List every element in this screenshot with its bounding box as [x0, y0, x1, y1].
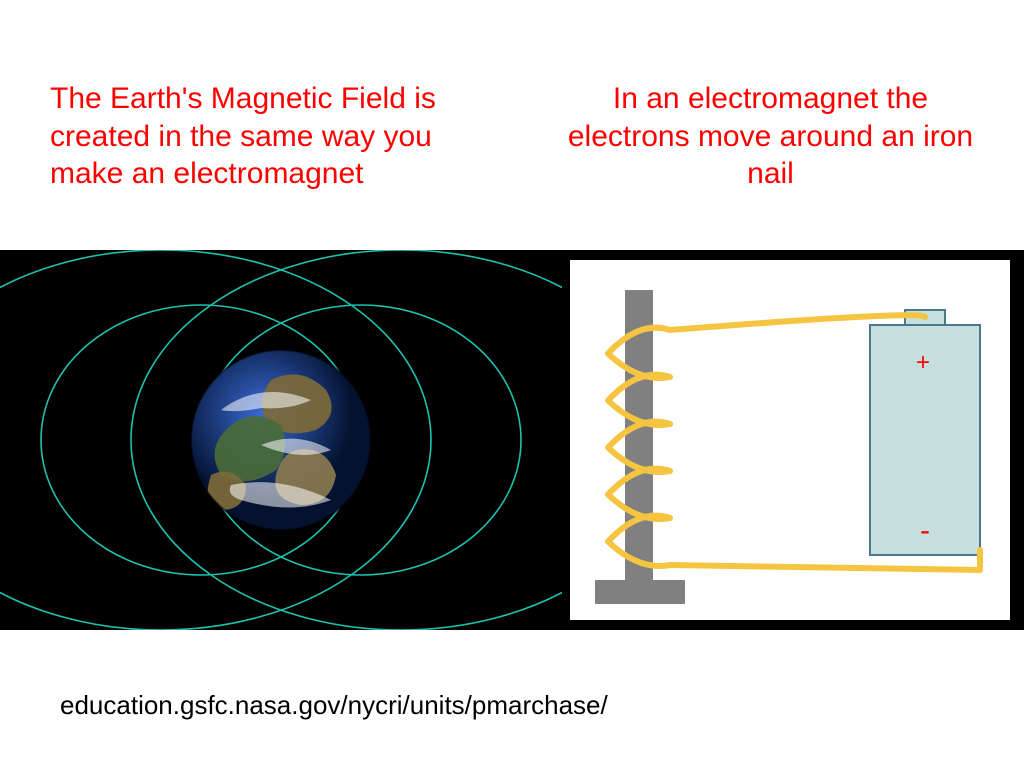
heading-row: The Earth's Magnetic Field is created in… [0, 0, 1024, 193]
electromagnet-svg: +- [570, 260, 1010, 620]
earth-field-diagram [0, 250, 562, 630]
battery-plus-label: + [916, 349, 930, 376]
earth-heading: The Earth's Magnetic Field is created in… [50, 80, 477, 193]
earth-field-svg [0, 250, 562, 630]
citation-text: education.gsfc.nasa.gov/nycri/units/pmar… [60, 690, 608, 721]
diagram-strip: +- [0, 250, 1024, 630]
electromagnet-heading: In an electromagnet the electrons move a… [517, 80, 984, 193]
battery-minus-label: - [920, 514, 930, 547]
earth-globe [191, 350, 371, 530]
electromagnet-diagram: +- [570, 260, 1010, 620]
nail-base [595, 580, 685, 604]
